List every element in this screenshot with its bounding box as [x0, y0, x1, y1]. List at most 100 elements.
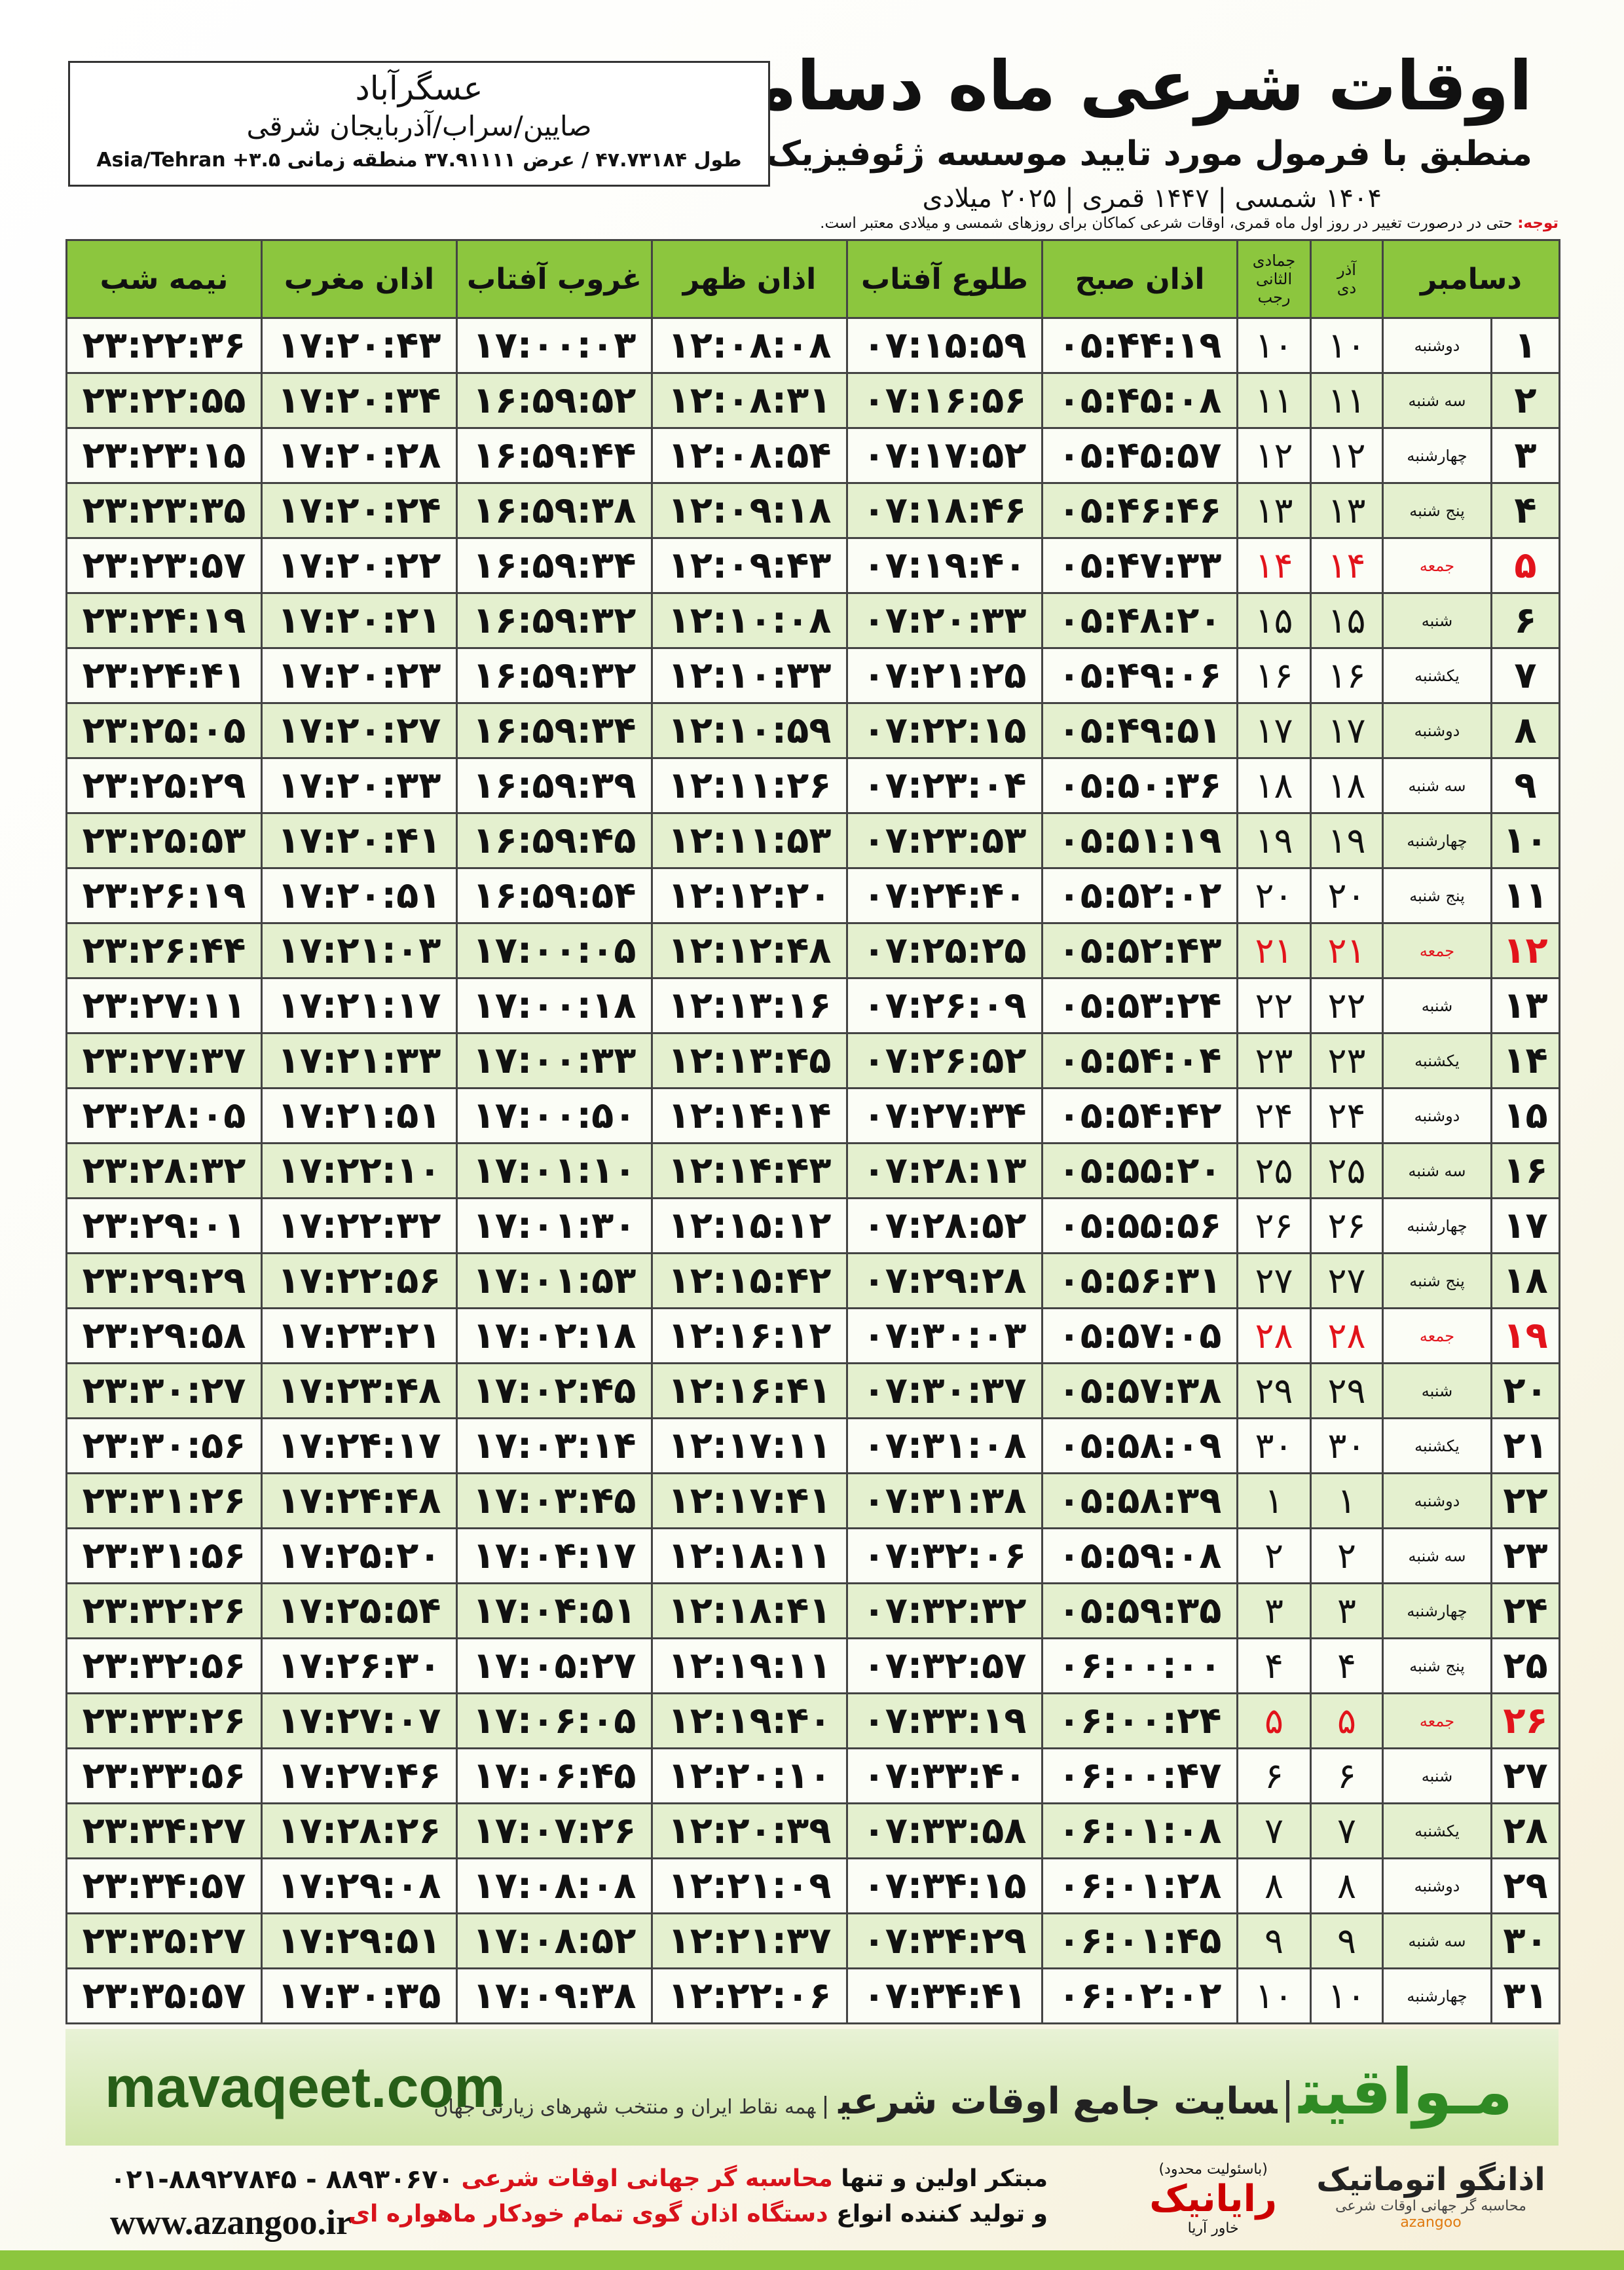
cell: ۲۳:۲۴:۴۱	[65, 647, 263, 704]
cell: ۶	[1490, 592, 1561, 649]
cell: سه شنبه	[1381, 1912, 1493, 1969]
cell: ۱۰	[1310, 1967, 1384, 2024]
header-row: دسامبر آذر دی جمادی الثانی رجب اذان صبح طلو…	[65, 239, 1561, 319]
cell: ۰۵:۵۲:۰۲	[1041, 867, 1238, 924]
cell: ۰۶:۰۱:۰۸	[1041, 1802, 1238, 1859]
row: ۱۸ پنج شنبه ۲۷ ۲۷ ۰۵:۵۶:۳۱ ۰۷:۲۹:۲۸ ۱۲:۱۵:۴۲ ۱۷…	[65, 1252, 1561, 1309]
cell: ۲۵	[1236, 1142, 1312, 1199]
cell: ۲۳:۳۱:۵۶	[65, 1527, 263, 1584]
cell: ۲۲	[1236, 977, 1312, 1034]
cell: ۱۷:۲۳:۴۸	[261, 1362, 458, 1419]
header-cell: جمادی الثانی رجب	[1236, 239, 1312, 319]
cell: ۱۲:۱۶:۱۲	[651, 1307, 848, 1364]
cell: ۲۳	[1490, 1527, 1561, 1584]
cell: ۲۳:۲۲:۵۵	[65, 372, 263, 429]
cell: ۱۶:۵۹:۳۴	[456, 537, 653, 594]
cell: ۸	[1490, 702, 1561, 759]
cell: ۱۷:۲۳:۲۱	[261, 1307, 458, 1364]
cell: ۱۷:۲۰:۳۳	[261, 757, 458, 814]
cell: ۰۷:۱۵:۵۹	[846, 317, 1043, 374]
cell: ۲۳:۲۶:۴۴	[65, 922, 263, 979]
cell: ۲۳:۳۲:۵۶	[65, 1637, 263, 1694]
cell: ۰۵:۵۲:۴۳	[1041, 922, 1238, 979]
header-top: جمادی الثانی	[1252, 251, 1296, 288]
cell: ۰۷:۳۲:۳۲	[846, 1582, 1043, 1639]
cell: شنبه	[1381, 592, 1493, 649]
prayer-table: دسامبر آذر دی جمادی الثانی رجب اذان صبح طلو…	[65, 239, 1561, 2024]
cell: ۱۲:۰۹:۱۸	[651, 482, 848, 539]
cell: ۰۷:۳۱:۳۸	[846, 1472, 1043, 1529]
cell: پنج شنبه	[1381, 482, 1493, 539]
cell: ۰۶:۰۱:۴۵	[1041, 1912, 1238, 1969]
row: ۳۰ سه شنبه ۹ ۹ ۰۶:۰۱:۴۵ ۰۷:۳۴:۲۹ ۱۲:۲۱:۳۷ ۱۷:۰۸…	[65, 1912, 1561, 1969]
cell: سه شنبه	[1381, 1142, 1493, 1199]
cell: ۰۷:۲۴:۴۰	[846, 867, 1043, 924]
cell: ۴	[1236, 1637, 1312, 1694]
cell: ۱۷:۲۱:۰۳	[261, 922, 458, 979]
cell: ۲۰	[1490, 1362, 1561, 1419]
cell: ۱۴	[1490, 1032, 1561, 1089]
cell: ۰۵:۵۶:۳۱	[1041, 1252, 1238, 1309]
cell: ۰۵:۵۵:۵۶	[1041, 1197, 1238, 1254]
cell: ۱۶:۵۹:۴۴	[456, 427, 653, 484]
cell: دوشنبه	[1381, 1857, 1493, 1914]
cell: ۰۵:۵۴:۴۲	[1041, 1087, 1238, 1144]
cell: ۰۵:۵۳:۲۴	[1041, 977, 1238, 1034]
cell: دوشنبه	[1381, 317, 1493, 374]
cell: ۲۶	[1310, 1197, 1384, 1254]
cell: ۱۷:۲۵:۵۴	[261, 1582, 458, 1639]
cell: ۲۳:۳۲:۲۶	[65, 1582, 263, 1639]
logo-note: (باسئولیت محدود)	[1158, 2161, 1268, 2178]
cell: ۰۷:۳۴:۴۱	[846, 1967, 1043, 2024]
cell: یکشنبه	[1381, 1032, 1493, 1089]
cell: ۰۷:۱۹:۴۰	[846, 537, 1043, 594]
cell: ۰۷:۳۱:۰۸	[846, 1417, 1043, 1474]
cell: ۰۵:۵۷:۳۸	[1041, 1362, 1238, 1419]
cell: ۱۰	[1490, 812, 1561, 869]
cell: ۱۶	[1310, 647, 1384, 704]
cell: ۲۳:۲۲:۳۶	[65, 317, 263, 374]
cell: ۱۳	[1490, 977, 1561, 1034]
cell: ۵	[1310, 1692, 1384, 1749]
cell: چهارشنبه	[1381, 427, 1493, 484]
cell: ۱۹	[1236, 812, 1312, 869]
footer-url: www.azangoo.ir	[110, 2203, 352, 2242]
row: ۱۲ جمعه ۲۱ ۲۱ ۰۵:۵۲:۴۳ ۰۷:۲۵:۲۵ ۱۲:۱۲:۴۸ ۱۷:۰۰:…	[65, 922, 1561, 979]
cell: ۳	[1310, 1582, 1384, 1639]
cell: ۰۵:۴۵:۰۸	[1041, 372, 1238, 429]
cell: ۰۷:۳۲:۵۷	[846, 1637, 1043, 1694]
cell: ۲۳:۲۵:۲۹	[65, 757, 263, 814]
cell: ۴	[1310, 1637, 1384, 1694]
cell: ۲۳:۳۰:۵۶	[65, 1417, 263, 1474]
cell: ۱۷:۰۰:۰۳	[456, 317, 653, 374]
cell: دوشنبه	[1381, 1472, 1493, 1529]
header-cell: اذان ظهر	[651, 239, 848, 319]
cell: ۱۷:۲۴:۱۷	[261, 1417, 458, 1474]
cell: ۱۷:۲۸:۲۶	[261, 1802, 458, 1859]
cell: ۰۷:۲۵:۲۵	[846, 922, 1043, 979]
cell: ۱۶:۵۹:۳۲	[456, 592, 653, 649]
cell: ۲۳:۳۵:۵۷	[65, 1967, 263, 2024]
cell: ۰۶:۰۲:۰۲	[1041, 1967, 1238, 2024]
cell: ۰۷:۲۳:۰۴	[846, 757, 1043, 814]
cell: ۱۷:۰۲:۴۵	[456, 1362, 653, 1419]
cell: ۰۷:۲۷:۳۴	[846, 1087, 1043, 1144]
cell: ۲۳:۲۸:۳۲	[65, 1142, 263, 1199]
cell: ۱۷:۲۰:۲۴	[261, 482, 458, 539]
note-text: حتی در درصورت تغییر در روز اول ماه قمری،…	[820, 215, 1513, 232]
cell: ۱۲:۱۵:۱۲	[651, 1197, 848, 1254]
location-box: عسگرآباد صایین/سراب/آذربایجان شرقی طول ۴…	[68, 61, 770, 187]
cell: ۱۲:۲۱:۳۷	[651, 1912, 848, 1969]
cell: ۱۲:۰۸:۵۴	[651, 427, 848, 484]
header-cell: دسامبر	[1381, 239, 1561, 319]
cell: ۲	[1310, 1527, 1384, 1584]
cell: ۱۷:۲۷:۰۷	[261, 1692, 458, 1749]
logo-name: رایانیک	[1149, 2178, 1277, 2220]
cell: ۲۸	[1310, 1307, 1384, 1364]
cell: چهارشنبه	[1381, 1197, 1493, 1254]
cell: ۲	[1490, 372, 1561, 429]
cell: ۱۶:۵۹:۳۸	[456, 482, 653, 539]
logo-sub: محاسبه گر جهانی اوقات شرعی	[1335, 2198, 1526, 2214]
cell: ۱۷:۰۶:۴۵	[456, 1747, 653, 1804]
cell: ۳۱	[1490, 1967, 1561, 2024]
